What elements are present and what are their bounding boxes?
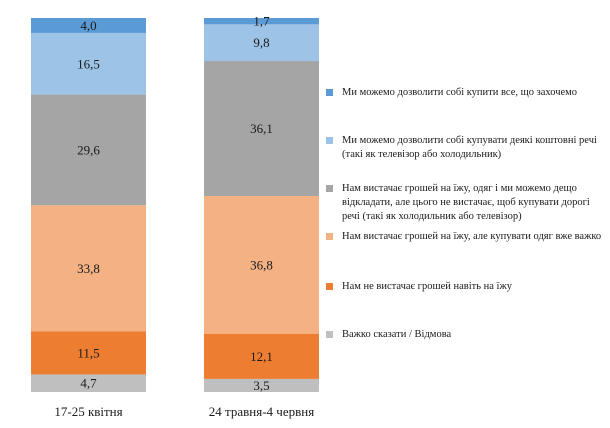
bar-segment [204,333,319,379]
bar-segment [31,94,146,206]
bar-segment [204,18,319,25]
bar-segment [204,196,319,334]
legend-label: Нам вистачає грошей на їжу, але купувати… [342,231,602,242]
bar-segment [31,32,146,95]
legend-item: Ми можемо дозволити собі купити все, що … [326,86,608,100]
data-label: 1,7 [253,14,270,29]
category-label: 24 травня-4 червня [209,404,314,419]
category-label: 17-25 квітня [54,404,122,419]
bar-segment [204,378,319,392]
legend-item: Нам вистачає грошей на їжу, але купувати… [326,230,608,244]
legend-item: Важко сказати / Відмова [326,328,608,342]
data-label: 4,0 [80,18,96,33]
bar-segment [31,18,146,33]
data-label: 9,8 [253,35,269,50]
legend-item: Нам вистачає грошей на їжу, одяг і ми мо… [326,182,608,224]
legend-swatch [326,89,333,96]
data-label: 3,5 [253,378,269,393]
data-label: 4,7 [80,376,97,391]
data-label: 33,8 [77,261,100,276]
data-label: 11,5 [77,345,99,360]
legend-swatch [326,233,333,240]
legend-label: Нам не вистачає грошей навіть на їжу [342,281,512,292]
data-label: 16,5 [77,56,100,71]
bar-segment [204,24,319,62]
data-label: 12,1 [250,349,273,364]
legend-item: Нам не вистачає грошей навіть на їжу [326,280,608,294]
data-label: 36,8 [250,257,273,272]
legend-label: Важко сказати / Відмова [342,329,452,340]
bar-segment [31,205,146,332]
legend-label: Нам вистачає грошей на їжу, одяг і ми мо… [342,183,590,222]
legend-swatch [326,137,333,144]
bar-segment [204,61,319,197]
bar-segment [31,374,146,392]
legend-swatch [326,283,333,290]
legend-item: Ми можемо дозволити собі купувати деякі … [326,134,608,162]
data-label: 29,6 [77,142,100,157]
legend-label: Ми можемо дозволити собі купувати деякі … [342,135,597,160]
data-label: 36,1 [250,121,273,136]
legend-swatch [326,185,333,192]
legend-swatch [326,331,333,338]
legend-label: Ми можемо дозволити собі купити все, що … [342,87,578,98]
bar-segment [31,331,146,375]
